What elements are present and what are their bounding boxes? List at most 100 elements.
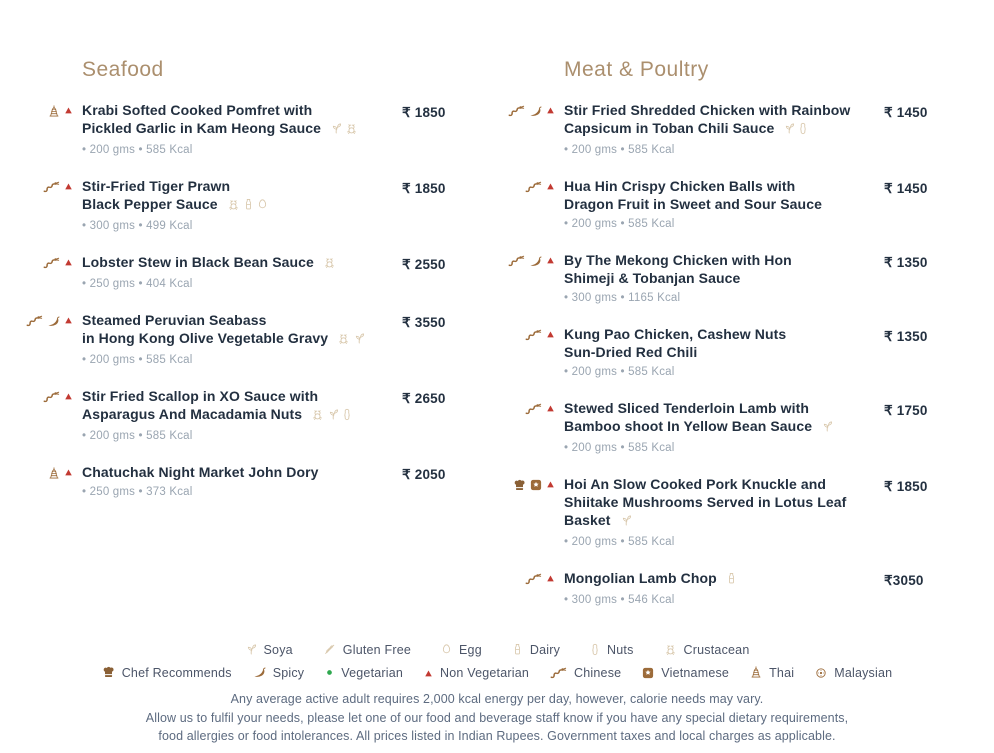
legend-entry: Spicy [253, 666, 305, 680]
legend-entry: Gluten Free [323, 643, 411, 657]
item-allergens [780, 120, 808, 137]
legend-entry: Chinese [550, 666, 621, 680]
item-portion: • 250 gms • 373 Kcal [82, 486, 193, 498]
item-tags [32, 388, 82, 442]
legend-entry: Thai [750, 666, 794, 680]
non-vegetarian-icon [546, 255, 555, 265]
section-items: Stir Fried Shredded Chicken with Rainbow… [508, 102, 944, 606]
item-body: Stir-Fried Tiger Prawn Black Pepper Sauc… [82, 178, 402, 232]
item-body: Stir Fried Scallop in XO Sauce with Aspa… [82, 388, 402, 442]
item-portion: • 200 gms • 585 Kcal [82, 354, 193, 366]
item-price: ₹ 2650 [402, 391, 446, 406]
item-allergens [327, 120, 358, 137]
legend-label: Egg [459, 642, 482, 657]
section-meat-poultry: Meat & Poultry Stir Fried Shredded Chick… [508, 58, 944, 628]
egg-icon [441, 643, 452, 656]
legend-entry: Vegetarian [325, 666, 403, 680]
crustacean-icon [227, 198, 240, 216]
item-price: ₹ 1850 [402, 181, 446, 196]
item-name: Lobster Stew in Black Bean Sauce [82, 254, 314, 270]
item-allergens [818, 418, 833, 435]
legend-label: Spicy [272, 665, 305, 680]
dairy-icon [726, 572, 737, 590]
item-tags [514, 178, 564, 230]
chinese-icon [525, 329, 542, 341]
item-price: ₹ 1850 [402, 105, 446, 120]
item-body: Hoi An Slow Cooked Pork Knuckle and Shii… [564, 476, 884, 548]
legend-label: Chef Recommends [121, 665, 232, 680]
item-name: Stir Fried Shredded Chicken with Rainbow… [564, 102, 851, 136]
non-vegetarian-icon [64, 181, 73, 191]
section-items: Krabi Softed Cooked Pomfret with Pickled… [26, 102, 462, 498]
item-body: Kung Pao Chicken, Cashew Nuts Sun-Dried … [564, 326, 884, 378]
item-tags [514, 326, 564, 378]
non-vegetarian-icon [64, 391, 73, 401]
crustacean-icon [337, 332, 350, 350]
item-portion: • 200 gms • 585 Kcal [564, 366, 675, 378]
chef-recommends-icon [513, 479, 526, 492]
item-name: Steamed Peruvian Seabass in Hong Kong Ol… [82, 312, 329, 346]
legend-entry: Nuts [590, 643, 634, 657]
menu-item: Krabi Softed Cooked Pomfret with Pickled… [32, 102, 462, 156]
item-allergens [723, 570, 737, 587]
disclaimer-line: food allergies or food intolerances. All… [158, 729, 836, 744]
non-vegetarian-icon [546, 181, 555, 191]
chinese-icon [43, 391, 60, 403]
legend-label: Thai [769, 665, 795, 680]
soya-icon [245, 643, 257, 656]
legend-label: Gluten Free [342, 642, 412, 657]
non-vegetarian-icon [424, 668, 433, 678]
nuts-icon [590, 643, 600, 656]
item-tags [514, 570, 564, 606]
crustacean-icon [345, 122, 358, 140]
item-name: Krabi Softed Cooked Pomfret with Pickled… [82, 102, 322, 136]
non-vegetarian-icon [546, 403, 555, 413]
spicy-icon [529, 105, 542, 118]
vietnamese-icon [642, 667, 654, 679]
non-vegetarian-icon [64, 257, 73, 267]
item-tags [508, 252, 564, 304]
item-body: By The Mekong Chicken with Hon Shimeji &… [564, 252, 884, 304]
item-body: Krabi Softed Cooked Pomfret with Pickled… [82, 102, 402, 156]
item-name: Stir Fried Scallop in XO Sauce with Aspa… [82, 388, 319, 422]
tag-legend: Chef Recommends Spicy Vegetarian Non Vegeta… [0, 666, 994, 680]
non-vegetarian-icon [64, 105, 73, 115]
item-tags [32, 178, 82, 232]
nuts-icon [798, 122, 808, 140]
section-title: Meat & Poultry [564, 58, 709, 81]
allergen-legend: Soya Gluten Free Egg Dairy Nuts Crustacean [0, 643, 994, 657]
item-tags [508, 102, 564, 156]
non-vegetarian-icon [546, 105, 555, 115]
soya-icon [353, 332, 365, 350]
legend-label: Dairy [529, 642, 561, 657]
legend-footer: Soya Gluten Free Egg Dairy Nuts Crustacean Ch… [0, 643, 994, 746]
item-price: ₹ 2050 [402, 467, 446, 482]
section-title: Seafood [82, 58, 164, 81]
item-allergens [320, 254, 336, 271]
menu-item: Stewed Sliced Tenderloin Lamb with Bambo… [514, 400, 944, 454]
menu-item: By The Mekong Chicken with Hon Shimeji &… [508, 252, 944, 304]
vegetarian-icon [325, 668, 334, 677]
soya-icon [620, 514, 632, 532]
item-tags [32, 102, 82, 156]
menu-item: Steamed Peruvian Seabass in Hong Kong Ol… [26, 312, 462, 366]
non-vegetarian-icon [64, 315, 73, 325]
item-body: Mongolian Lamb Chop • 300 gms • 546 Kcal [564, 570, 884, 606]
menu-item: Chatuchak Night Market John Dory • 250 gm… [32, 464, 462, 498]
legend-label: Non Vegetarian [440, 665, 530, 680]
item-allergens [224, 196, 268, 213]
chinese-icon [43, 181, 60, 193]
item-price: ₹ 1750 [884, 403, 928, 418]
non-vegetarian-icon [546, 573, 555, 583]
menu-item: Mongolian Lamb Chop • 300 gms • 546 Kcal ₹… [514, 570, 944, 606]
menu-item: Stir-Fried Tiger Prawn Black Pepper Sauc… [32, 178, 462, 232]
item-portion: • 300 gms • 1165 Kcal [564, 292, 681, 304]
item-body: Chatuchak Night Market John Dory • 250 gm… [82, 464, 402, 498]
thai-icon [48, 467, 60, 480]
egg-icon [257, 198, 268, 216]
menu-item: Hoi An Slow Cooked Pork Knuckle and Shii… [514, 476, 944, 548]
legend-entry: Crustacean [664, 643, 750, 657]
legend-entry: Vietnamese [642, 666, 729, 680]
chinese-icon [26, 315, 43, 327]
soya-icon [327, 408, 339, 426]
